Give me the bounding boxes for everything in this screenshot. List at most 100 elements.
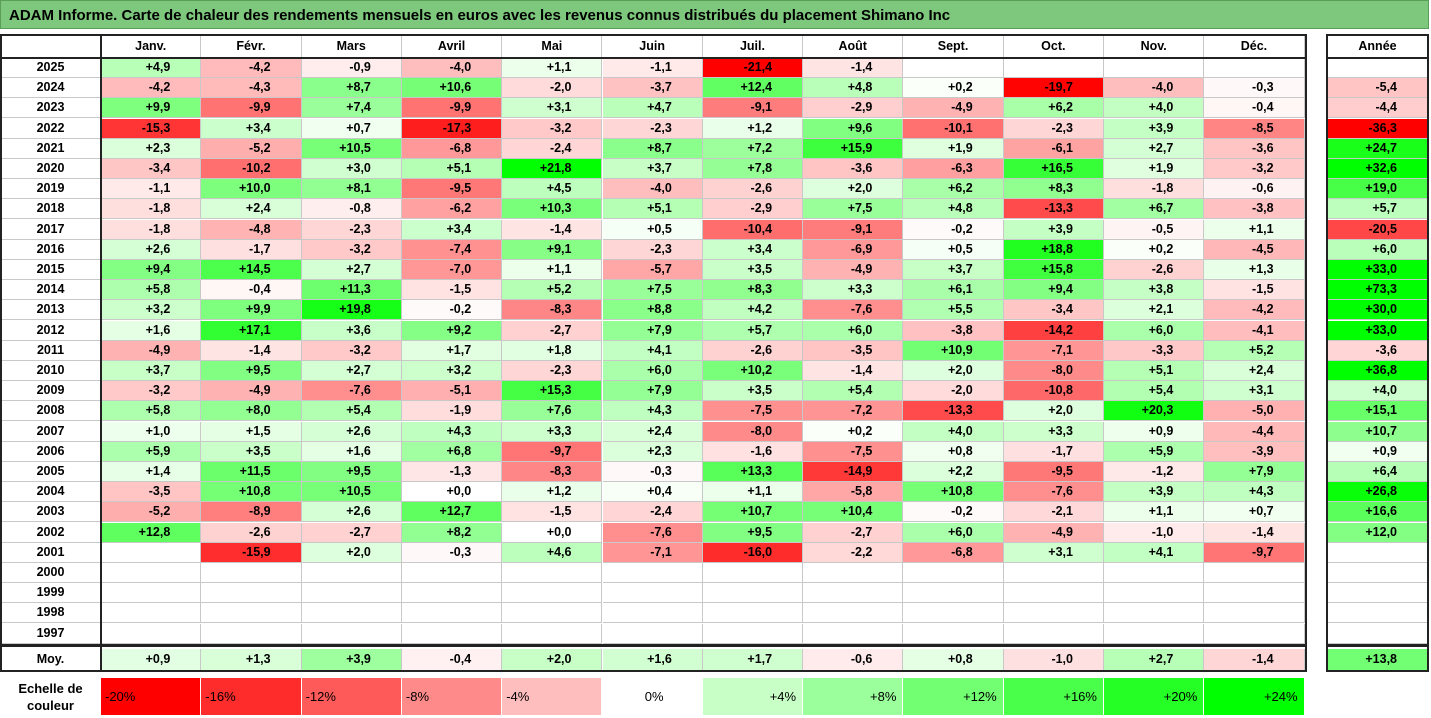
heatmap-cell: +5,1 [401, 159, 503, 179]
heatmap-cell: +9,6 [803, 118, 904, 139]
heatmap-cell: +4,1 [1104, 542, 1205, 563]
heatmap-cell [602, 563, 703, 583]
heatmap-cell [301, 603, 402, 624]
heatmap-cell: +5,7 [702, 320, 804, 341]
heatmap-cell [1104, 58, 1205, 78]
heatmap-cell: -2,0 [903, 381, 1004, 402]
annual-cell: +24,7 [1328, 138, 1427, 159]
year-label: 2007 [0, 422, 101, 442]
color-scale-step: 0% [602, 678, 703, 715]
heatmap-cell [301, 563, 402, 583]
average-cell: -0,6 [803, 649, 904, 670]
heatmap-cell: +5,8 [101, 280, 202, 301]
heatmap-cell [1104, 623, 1205, 644]
month-header: Déc. [1204, 34, 1305, 58]
heatmap-cell: +0,7 [1204, 502, 1305, 523]
heatmap-cell: -4,9 [1003, 522, 1104, 543]
heatmap-cell: -4,0 [602, 179, 703, 200]
month-header: Juil. [703, 34, 804, 58]
heatmap-cell: +1,6 [101, 320, 202, 341]
annual-cell: +26,8 [1328, 482, 1427, 503]
heatmap-cell: -0,2 [903, 219, 1004, 240]
heatmap-cell: -6,3 [903, 159, 1004, 179]
heatmap-cell: -7,4 [401, 239, 503, 260]
heatmap-cell: -2,3 [602, 118, 703, 139]
heatmap-cell: +5,1 [602, 199, 703, 220]
heatmap-cell: +3,0 [301, 159, 402, 179]
heatmap-cell: +6,0 [803, 320, 904, 341]
heatmap-cell [101, 542, 202, 563]
heatmap-cell: -7,5 [702, 401, 804, 422]
heatmap-cell [401, 563, 503, 583]
heatmap-cell: +5,4 [301, 401, 402, 422]
heatmap-cell: -9,9 [201, 98, 302, 119]
annual-cell: +15,1 [1328, 401, 1427, 422]
heatmap-cell: -4,5 [1204, 239, 1305, 260]
heatmap-cell: +2,4 [201, 199, 302, 220]
heatmap-cell: +4,0 [1104, 98, 1205, 119]
color-scale-step: +12% [903, 678, 1004, 715]
heatmap-cell: -2,3 [301, 219, 402, 240]
heatmap-cell: -2,7 [803, 522, 904, 543]
heatmap-cell: -1,4 [1204, 522, 1305, 543]
year-label: 2025 [0, 58, 101, 78]
heatmap-cell: +15,3 [502, 381, 603, 402]
heatmap-cell: -2,6 [1104, 260, 1205, 280]
heatmap-cell: +9,2 [401, 320, 503, 341]
heatmap-cell [702, 603, 804, 624]
heatmap-cell [301, 583, 402, 604]
heatmap-cell [502, 603, 603, 624]
heatmap-cell: +5,4 [1104, 381, 1205, 402]
heatmap-cell [1204, 58, 1305, 78]
average-cell: +1,6 [602, 649, 703, 670]
heatmap-cell: +7,6 [502, 401, 603, 422]
heatmap-cell [1104, 563, 1205, 583]
heatmap-cell: -10,8 [1003, 381, 1104, 402]
heatmap-cell: +20,3 [1104, 401, 1205, 422]
heatmap-cell: +2,4 [602, 421, 703, 442]
heatmap-cell: -1,9 [401, 401, 503, 422]
year-label: 2004 [0, 482, 101, 503]
heatmap-cell: -13,3 [903, 401, 1004, 422]
heatmap-cell: -2,4 [602, 502, 703, 523]
heatmap-cell: +4,0 [903, 421, 1004, 442]
annual-cell: +6,4 [1328, 462, 1427, 482]
annual-cell: +6,0 [1328, 239, 1427, 260]
heatmap-cell: +1,5 [201, 421, 302, 442]
annual-cell: -36,3 [1328, 118, 1427, 139]
average-cell: -0,4 [401, 649, 503, 670]
heatmap-cell: +18,8 [1003, 239, 1104, 260]
heatmap-cell: -4,9 [201, 381, 302, 402]
heatmap-cell: -1,7 [201, 239, 302, 260]
heatmap-cell [201, 623, 302, 644]
month-header: Sept. [903, 34, 1004, 58]
heatmap-cell: +17,1 [201, 320, 302, 341]
heatmap-cell [903, 58, 1004, 78]
heatmap-cell: -1,2 [1104, 462, 1205, 482]
heatmap-cell: +10,4 [803, 502, 904, 523]
year-label: 1998 [0, 603, 101, 624]
heatmap-cell: +3,4 [401, 219, 503, 240]
heatmap-cell: -8,0 [1003, 361, 1104, 381]
year-label: 2012 [0, 321, 101, 341]
heatmap-cell: -9,7 [502, 441, 603, 462]
heatmap-cell: +4,1 [602, 340, 703, 361]
month-header: Oct. [1004, 34, 1104, 58]
annual-cell: -5,4 [1328, 78, 1427, 99]
heatmap-cell: +2,7 [301, 260, 402, 280]
heatmap-cell [903, 583, 1004, 604]
average-cell: -1,0 [1003, 649, 1104, 670]
heatmap-cell [101, 623, 202, 644]
heatmap-cell: +13,3 [702, 462, 804, 482]
heatmap-cell: -1,4 [201, 340, 302, 361]
annual-cell: +0,9 [1328, 441, 1427, 462]
heatmap-cell [702, 583, 804, 604]
heatmap-cell: +0,4 [602, 482, 703, 503]
heatmap-cell: -1,1 [602, 58, 703, 78]
heatmap-cell: +10,8 [201, 482, 302, 503]
annual-cell: -20,5 [1328, 219, 1427, 240]
heatmap-cell [101, 583, 202, 604]
heatmap-cell: -17,3 [401, 118, 503, 139]
annual-cell: +19,0 [1328, 179, 1427, 200]
year-label: 2016 [0, 240, 101, 260]
